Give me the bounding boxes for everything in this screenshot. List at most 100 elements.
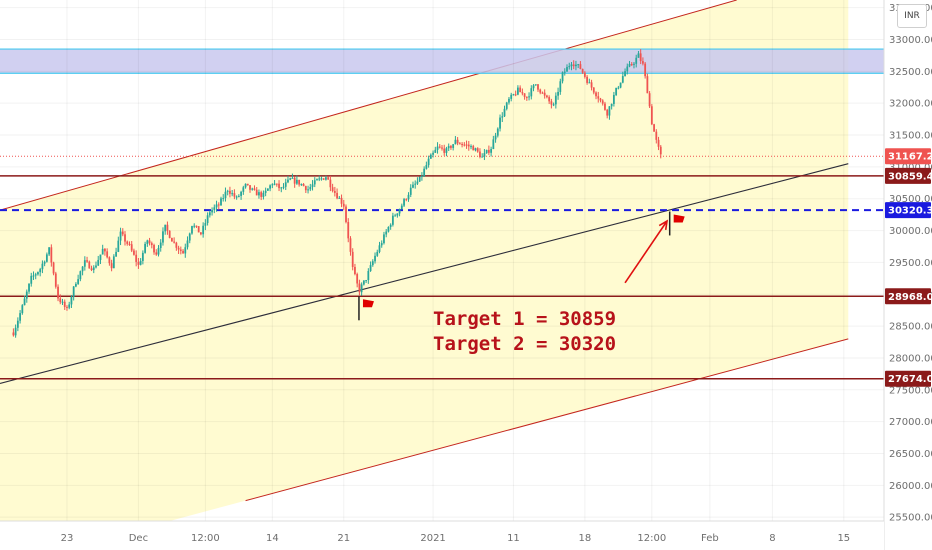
candle-body — [79, 271, 82, 280]
candle-body — [546, 95, 548, 98]
candle-body — [590, 82, 593, 88]
candle-body — [235, 196, 238, 198]
candle-body — [153, 245, 155, 253]
candle-body — [262, 192, 265, 197]
candle-body — [117, 240, 120, 252]
candle-body — [554, 95, 557, 105]
candle-body — [492, 139, 495, 150]
candle-body — [534, 84, 537, 86]
candle-body — [561, 72, 564, 82]
candle-body — [95, 265, 97, 268]
y-tick-label: 30500.00 — [889, 194, 932, 205]
candle-body — [130, 244, 133, 251]
candle-body — [240, 191, 242, 196]
candle-body — [282, 186, 285, 188]
candle-body — [516, 87, 519, 95]
candle-body — [52, 262, 55, 274]
candle-body — [139, 260, 142, 265]
candle-body — [148, 240, 151, 244]
candle-body — [193, 225, 196, 227]
y-tick-label: 27500.00 — [889, 385, 932, 396]
x-tick-label: 12:00 — [191, 533, 220, 544]
currency-label[interactable]: INR — [897, 4, 927, 28]
candle-body — [237, 195, 240, 197]
candle-body — [43, 261, 46, 264]
candle-body — [657, 139, 660, 147]
candle-body — [81, 266, 84, 272]
candle-body — [548, 97, 551, 102]
candle-body — [642, 61, 644, 64]
candle-body — [45, 254, 48, 262]
candle-body — [48, 247, 51, 255]
candle-body — [391, 215, 394, 225]
candle-body — [523, 93, 526, 97]
candle-body — [271, 184, 274, 186]
candle-body — [287, 179, 289, 183]
candle-body — [164, 224, 167, 232]
candle-body — [21, 305, 24, 314]
candle-body — [90, 268, 93, 271]
flag-icon-1 — [673, 214, 685, 223]
y-tick-label: 33000.00 — [889, 35, 932, 46]
x-tick-label: Dec — [129, 533, 148, 544]
candle-body — [501, 116, 504, 118]
candle-body — [300, 184, 303, 186]
candle-body — [191, 226, 193, 234]
candle-body — [208, 212, 211, 216]
candle-body — [360, 284, 363, 293]
candle-body — [374, 255, 376, 262]
candle-body — [260, 192, 263, 197]
candle-body — [291, 177, 294, 179]
candle-body — [275, 183, 278, 185]
candle-body — [229, 190, 231, 194]
candle-body — [338, 197, 341, 199]
y-tick-label: 31500.00 — [889, 131, 932, 142]
y-tick-label: 26000.00 — [889, 481, 932, 492]
candle-body — [66, 306, 68, 308]
candle-body — [83, 260, 86, 267]
candle-body — [119, 231, 122, 241]
candle-body — [197, 226, 200, 233]
candle-body — [97, 259, 100, 266]
candle-body — [155, 252, 158, 255]
candle-body — [633, 63, 635, 65]
candle-body — [340, 197, 343, 204]
price-axis-bg — [884, 0, 932, 550]
candle-body — [481, 156, 484, 158]
candle-body — [579, 64, 582, 69]
candle-body — [543, 92, 546, 96]
candle-body — [269, 185, 272, 189]
y-tick-label: 32000.00 — [889, 99, 932, 110]
candle-body — [485, 149, 488, 154]
candle-body — [242, 187, 245, 192]
candle-body — [162, 231, 164, 243]
candle-body — [295, 179, 298, 184]
candle-body — [487, 149, 490, 153]
candle-body — [599, 98, 602, 101]
candle-body — [311, 184, 314, 188]
candle-body — [12, 332, 15, 336]
candle-body — [575, 64, 577, 67]
x-tick-label: 14 — [266, 533, 279, 544]
candle-body — [496, 128, 499, 136]
candle-body — [405, 199, 408, 201]
candle-body — [23, 298, 26, 306]
candle-body — [349, 238, 352, 252]
candle-body — [369, 265, 372, 271]
candle-body — [251, 188, 254, 190]
candle-body — [503, 108, 506, 117]
candle-body — [418, 176, 421, 182]
candle-body — [184, 247, 187, 254]
candle-body — [104, 248, 106, 252]
x-tick-label: 11 — [507, 533, 520, 544]
candle-body — [592, 87, 595, 93]
candle-body — [37, 272, 39, 275]
candle-body — [572, 64, 575, 67]
candle-body — [450, 146, 452, 148]
candle-body — [626, 66, 629, 72]
candle-body — [456, 139, 459, 144]
candle-body — [108, 257, 111, 264]
y-tick-label: 25500.00 — [889, 513, 932, 524]
candle-body — [331, 187, 334, 191]
